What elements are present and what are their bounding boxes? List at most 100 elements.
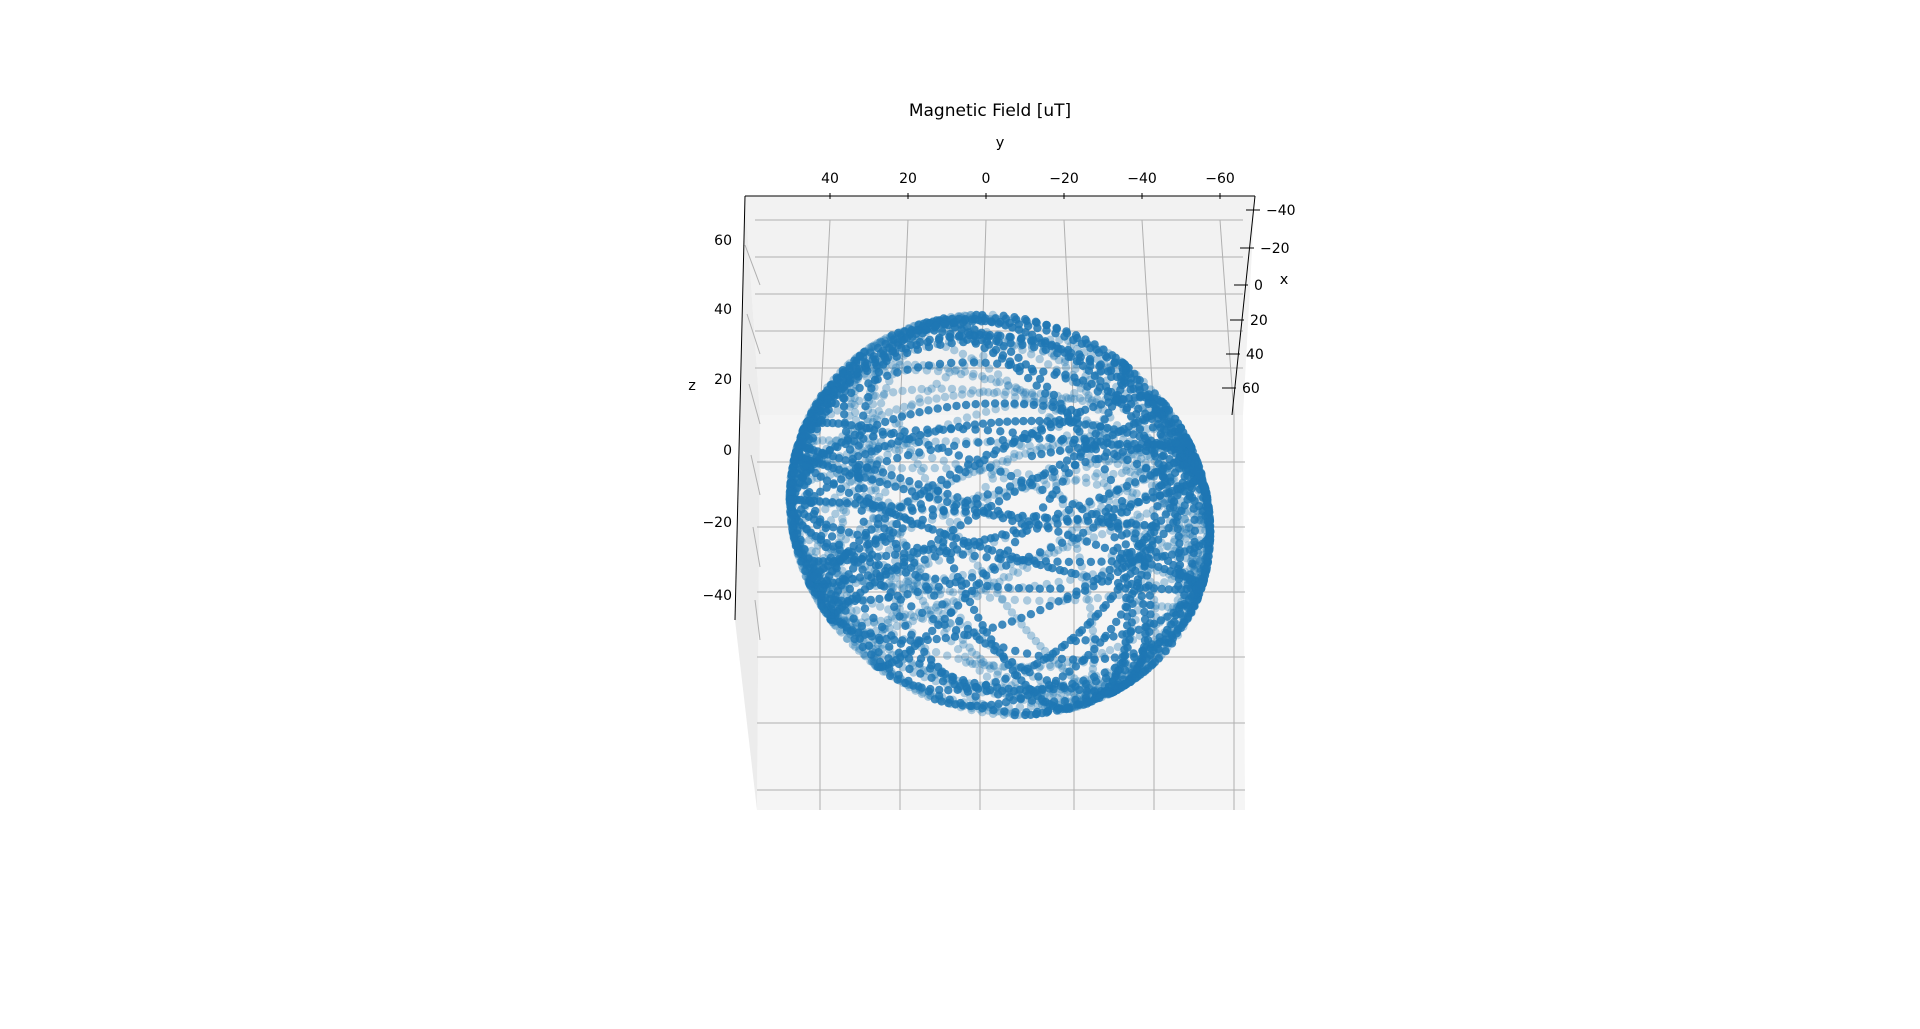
scatter-point: [975, 542, 985, 551]
scatter-point: [1023, 690, 1033, 699]
scatter-point: [953, 676, 962, 686]
scatter-point: [1173, 631, 1183, 640]
scatter-point: [805, 443, 814, 452]
scatter-point: [925, 493, 934, 502]
scatter-point: [991, 314, 1000, 323]
scatter-point: [871, 635, 880, 644]
scatter-point: [816, 600, 825, 609]
scatter-point: [1087, 500, 1096, 509]
scatter-point: [1066, 575, 1075, 584]
scatter-point: [964, 547, 973, 556]
scatter-point: [988, 546, 997, 555]
scatter-point: [1188, 559, 1197, 568]
scatter-point: [978, 634, 987, 644]
scatter-point: [992, 378, 1001, 387]
scatter-point: [900, 591, 909, 600]
scatter-point: [823, 386, 832, 395]
scatter-point: [1137, 575, 1146, 585]
scatter-point: [972, 683, 982, 693]
scatter-point: [1105, 565, 1114, 575]
scatter-point: [1135, 443, 1144, 453]
scatter-point: [958, 635, 967, 644]
scatter-point: [1147, 560, 1157, 569]
scatter-point: [1104, 671, 1113, 680]
scatter-point: [1039, 367, 1048, 376]
scatter-point: [906, 610, 915, 620]
scatter-point: [831, 442, 840, 451]
scatter-point: [1028, 474, 1037, 483]
scatter-point: [1181, 524, 1191, 534]
scatter-point: [1009, 453, 1019, 462]
scatter-point: [1032, 445, 1041, 455]
scatter-point: [921, 560, 930, 569]
scatter-point: [1006, 339, 1015, 348]
scatter-point: [1083, 620, 1092, 629]
grid-line-z: [750, 454, 761, 496]
scatter-point: [829, 613, 838, 623]
scatter-point: [1144, 405, 1153, 415]
scatter-point: [1121, 637, 1130, 647]
scatter-point: [934, 694, 943, 703]
scatter-point: [1149, 424, 1158, 434]
scatter-point: [836, 484, 846, 493]
scatter-point: [1092, 508, 1102, 517]
scatter-point: [1107, 372, 1116, 382]
scatter-point: [1029, 336, 1038, 345]
scatter-point: [855, 536, 864, 545]
scatter-point: [1104, 519, 1114, 528]
scatter-point: [1101, 673, 1111, 683]
scatter-point: [956, 521, 965, 530]
scatter-point: [949, 606, 958, 615]
scatter-point: [974, 613, 983, 622]
scatter-point: [805, 488, 814, 497]
scatter-point: [1065, 445, 1074, 454]
scatter-point: [993, 331, 1002, 340]
scatter-point: [945, 695, 954, 704]
scatter-point: [895, 612, 904, 621]
scatter-point: [935, 362, 944, 372]
scatter-point: [790, 469, 799, 478]
scatter-point: [1118, 447, 1128, 457]
scatter-point: [942, 697, 952, 706]
scatter-point: [952, 598, 961, 607]
scatter-point: [863, 417, 872, 426]
scatter-point: [1190, 565, 1199, 574]
scatter-point: [906, 680, 915, 689]
scatter-point: [958, 349, 968, 359]
scatter-point: [980, 583, 989, 593]
scatter-point: [1162, 480, 1172, 490]
scatter-point: [857, 421, 866, 430]
scatter-point: [868, 417, 878, 427]
scatter-point: [1203, 503, 1212, 512]
scatter-point: [958, 593, 967, 602]
scatter-point: [1058, 664, 1067, 673]
scatter-point: [946, 608, 955, 618]
scatter-point: [1125, 477, 1134, 486]
scatter-point: [1185, 482, 1195, 491]
scatter-point: [830, 386, 839, 396]
scatter-point: [1142, 495, 1151, 505]
scatter-point: [1053, 700, 1063, 710]
scatter-point: [989, 389, 999, 398]
scatter-point: [841, 616, 851, 625]
scatter-point: [842, 626, 852, 635]
scatter-point: [917, 384, 926, 394]
scatter-point: [940, 620, 949, 629]
scatter-point: [819, 605, 828, 614]
scatter-point: [1181, 529, 1191, 538]
scatter-point: [1041, 345, 1051, 354]
scatter-point: [1108, 351, 1117, 360]
scatter-point: [991, 678, 1000, 687]
scatter-point: [1123, 428, 1132, 437]
scatter-point: [1157, 538, 1166, 547]
scatter-point: [1166, 429, 1176, 438]
scatter-point: [1115, 487, 1124, 496]
scatter-point: [1014, 353, 1023, 362]
scatter-point: [979, 387, 988, 396]
scatter-point: [1100, 654, 1110, 663]
scatter-point: [981, 358, 990, 367]
scatter-point: [1119, 574, 1129, 583]
scatter-point: [1004, 381, 1013, 391]
scatter-point: [995, 377, 1004, 387]
scatter-point: [928, 505, 937, 514]
